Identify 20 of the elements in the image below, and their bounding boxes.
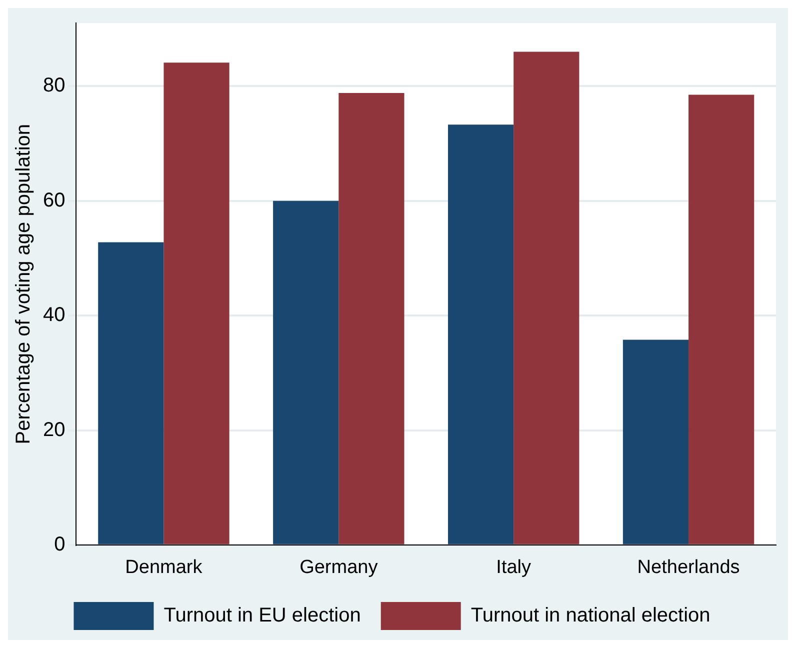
legend-label: Turnout in national election [470, 604, 710, 627]
x-tick-label: Netherlands [637, 556, 740, 578]
y-tick-label: 0 [54, 534, 66, 556]
y-tick-label: 20 [42, 418, 66, 441]
bar [622, 340, 689, 544]
y-tick-label: 60 [42, 189, 66, 212]
bar [688, 94, 754, 544]
bar [273, 200, 339, 544]
bar [338, 93, 404, 544]
bar [164, 62, 230, 544]
bar [98, 242, 164, 544]
x-tick-label: Germany [300, 556, 378, 578]
y-tick-label: 80 [42, 74, 66, 97]
y-axis-title: Percentage of voting age population [12, 124, 35, 444]
legend-label: Turnout in EU election [164, 604, 361, 627]
x-tick-label: Italy [496, 556, 532, 578]
x-tick-label: Denmark [125, 556, 203, 578]
bar [514, 52, 580, 544]
y-tick-label: 40 [42, 304, 66, 326]
bar [448, 124, 514, 544]
